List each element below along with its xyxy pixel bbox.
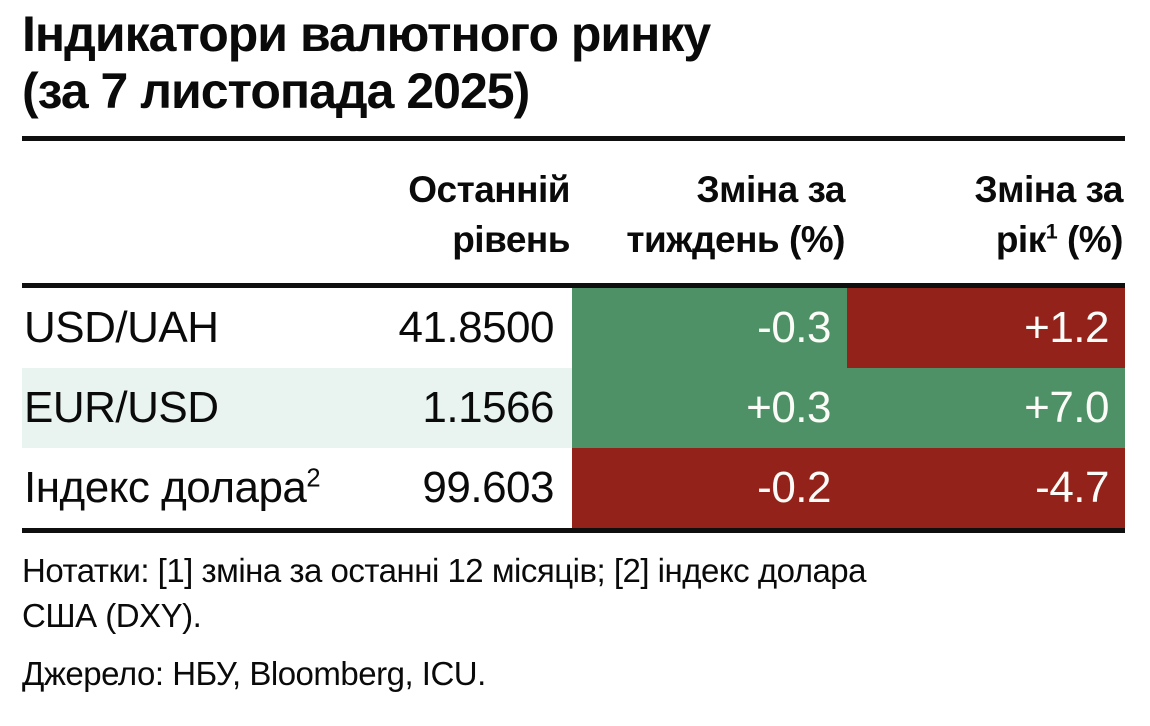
- last-level-value: 99.603: [422, 463, 554, 512]
- row-label-cell: EUR/USD: [22, 368, 322, 448]
- last-level-value: 41.8500: [398, 303, 554, 352]
- year-change-cell: +1.2: [847, 288, 1125, 368]
- week-change-value: -0.3: [757, 303, 831, 352]
- title-divider: [22, 136, 1125, 141]
- table-body: USD/UAH 41.8500 -0.3 +1.2 EUR/USD 1.1566…: [22, 288, 1125, 528]
- table-header-row: Останній рівень Зміна за тиждень (%) Змі…: [22, 141, 1125, 283]
- col-header-last-level: Останній рівень: [408, 169, 570, 260]
- year-change-value: +1.2: [1024, 303, 1109, 352]
- col-header-year-change: Зміна за рік1 (%): [974, 169, 1123, 260]
- col-header-week-change: Зміна за тиждень (%): [626, 169, 845, 260]
- figure-title-line2: (за 7 листопада 2025): [22, 63, 530, 119]
- fx-indicators-figure: Індикатори валютного ринку (за 7 листопа…: [22, 6, 1125, 692]
- year-change-cell: +7.0: [847, 368, 1125, 448]
- row-label: EUR/USD: [24, 383, 219, 432]
- week-change-cell: -0.3: [572, 288, 847, 368]
- last-level-cell: 99.603: [322, 448, 572, 528]
- table-bottom-divider: [22, 528, 1125, 533]
- figure-title: Індикатори валютного ринку (за 7 листопа…: [22, 6, 1125, 120]
- last-level-cell: 41.8500: [322, 288, 572, 368]
- row-label-cell: USD/UAH: [22, 288, 322, 368]
- table-row: Індекс долара2 99.603 -0.2 -4.7: [22, 448, 1125, 528]
- source: Джерело: НБУ, Bloomberg, ICU.: [22, 655, 486, 692]
- row-label: USD/UAH: [24, 303, 219, 352]
- row-label: Індекс долара2: [24, 463, 321, 512]
- year-change-value: -4.7: [1035, 463, 1109, 512]
- footnote-marker: 2: [306, 464, 321, 493]
- notes-line1: Нотатки: [1] зміна за останні 12 місяців…: [22, 552, 867, 589]
- table-row: EUR/USD 1.1566 +0.3 +7.0: [22, 368, 1125, 448]
- row-label-cell: Індекс долара2: [22, 448, 322, 528]
- notes-line2: США (DXY).: [22, 597, 202, 634]
- last-level-value: 1.1566: [422, 383, 554, 432]
- week-change-value: -0.2: [757, 463, 831, 512]
- week-change-cell: -0.2: [572, 448, 847, 528]
- year-change-cell: -4.7: [847, 448, 1125, 528]
- table-top-divider: [22, 283, 1125, 288]
- year-change-value: +7.0: [1024, 383, 1109, 432]
- figure-title-line1: Індикатори валютного ринку: [22, 6, 711, 62]
- notes: Нотатки: [1] зміна за останні 12 місяців…: [22, 548, 1125, 638]
- week-change-cell: +0.3: [572, 368, 847, 448]
- week-change-value: +0.3: [746, 383, 831, 432]
- footnote-marker-1: 1: [1045, 219, 1058, 244]
- last-level-cell: 1.1566: [322, 368, 572, 448]
- table-row: USD/UAH 41.8500 -0.3 +1.2: [22, 288, 1125, 368]
